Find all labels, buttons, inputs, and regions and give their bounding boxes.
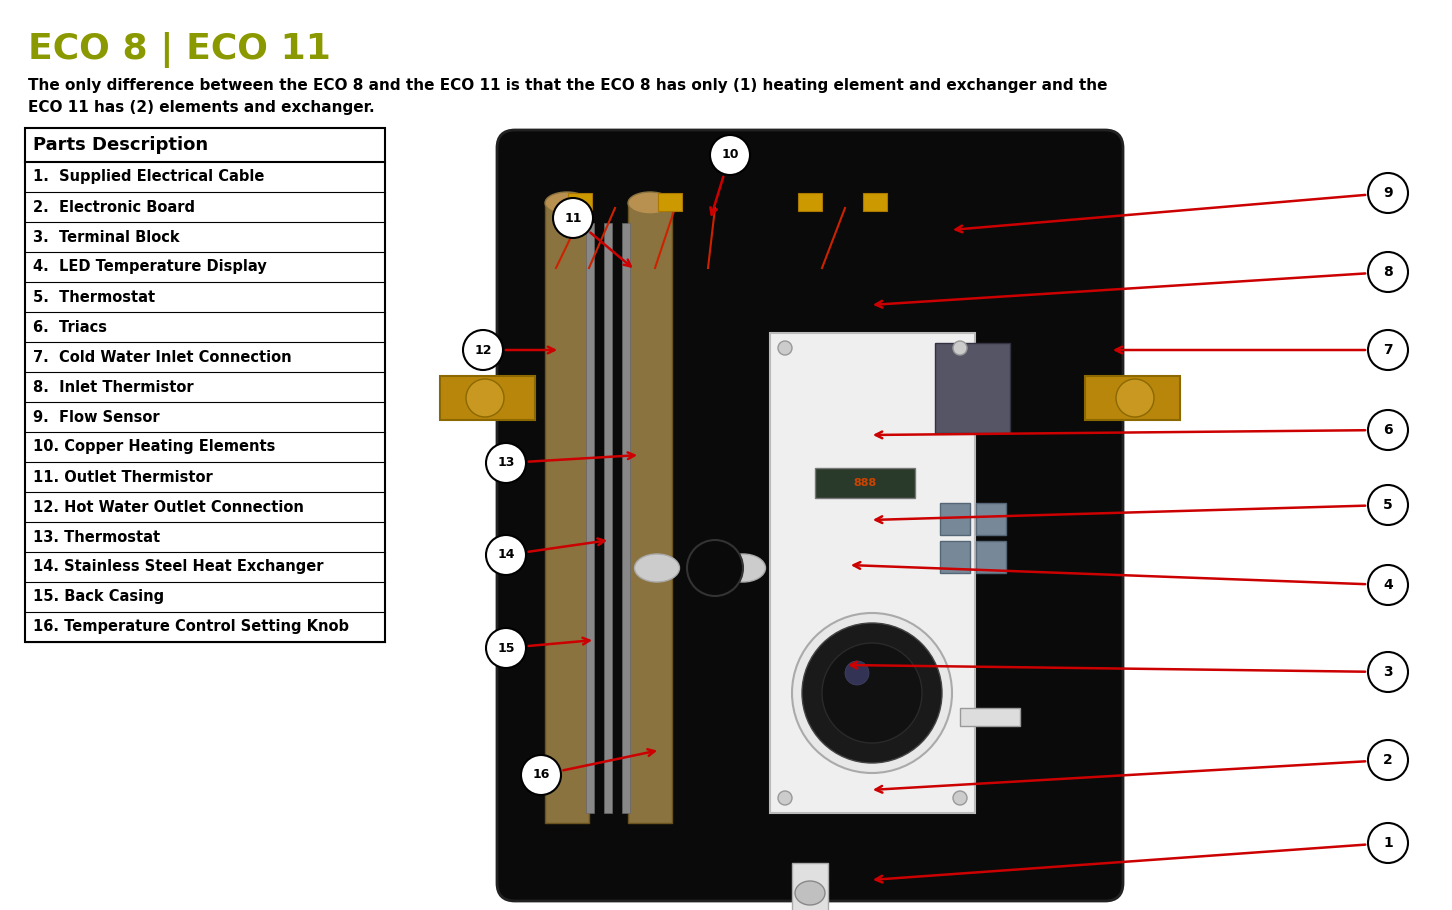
Circle shape — [1368, 565, 1408, 605]
Bar — [960, 708, 1019, 726]
Circle shape — [521, 755, 560, 795]
Circle shape — [687, 540, 743, 596]
Bar — [976, 503, 1006, 535]
Text: 4: 4 — [1384, 578, 1392, 592]
Text: 5: 5 — [1384, 498, 1392, 512]
Text: 3: 3 — [1384, 665, 1392, 679]
Text: 11. Outlet Thermistor: 11. Outlet Thermistor — [33, 470, 213, 484]
Text: 5.  Thermostat: 5. Thermostat — [33, 289, 155, 305]
Bar — [939, 503, 970, 535]
Text: 14. Stainless Steel Heat Exchanger: 14. Stainless Steel Heat Exchanger — [33, 560, 324, 574]
Text: 16. Temperature Control Setting Knob: 16. Temperature Control Setting Knob — [33, 620, 348, 634]
Text: Parts Description: Parts Description — [33, 136, 208, 154]
Bar — [815, 468, 915, 498]
Bar — [587, 223, 594, 813]
Text: 9: 9 — [1384, 186, 1392, 200]
Text: 13: 13 — [498, 457, 514, 470]
Text: 13. Thermostat: 13. Thermostat — [33, 530, 160, 544]
Text: 6.  Triacs: 6. Triacs — [33, 319, 107, 335]
Ellipse shape — [1117, 379, 1154, 417]
Circle shape — [553, 198, 592, 238]
Ellipse shape — [796, 881, 825, 905]
Text: 9.  Flow Sensor: 9. Flow Sensor — [33, 410, 160, 424]
Circle shape — [486, 535, 526, 575]
Circle shape — [1368, 252, 1408, 292]
Text: 8.  Inlet Thermistor: 8. Inlet Thermistor — [33, 379, 193, 395]
Text: 10: 10 — [722, 148, 739, 161]
Bar — [770, 333, 974, 813]
Bar — [976, 541, 1006, 573]
Text: 8: 8 — [1384, 265, 1392, 279]
Circle shape — [1368, 410, 1408, 450]
Circle shape — [463, 330, 502, 370]
Bar — [604, 223, 611, 813]
Bar — [1085, 376, 1180, 420]
Circle shape — [1368, 652, 1408, 692]
Circle shape — [486, 628, 526, 668]
Circle shape — [953, 341, 967, 355]
Circle shape — [1368, 823, 1408, 863]
Text: 7: 7 — [1384, 343, 1392, 357]
Bar — [939, 541, 970, 573]
Text: 10. Copper Heating Elements: 10. Copper Heating Elements — [33, 440, 276, 454]
Text: 7.  Cold Water Inlet Connection: 7. Cold Water Inlet Connection — [33, 349, 292, 365]
Circle shape — [778, 791, 791, 805]
Bar — [629, 203, 672, 823]
Bar — [544, 203, 590, 823]
Ellipse shape — [544, 192, 590, 214]
Bar — [25, 128, 385, 642]
Circle shape — [1368, 485, 1408, 525]
Text: ECO 11 has (2) elements and exchanger.: ECO 11 has (2) elements and exchanger. — [28, 100, 375, 115]
Circle shape — [822, 643, 922, 743]
Text: 1.  Supplied Electrical Cable: 1. Supplied Electrical Cable — [33, 169, 264, 185]
Circle shape — [845, 661, 868, 685]
Text: 1: 1 — [1384, 836, 1392, 850]
Circle shape — [778, 341, 791, 355]
Circle shape — [710, 135, 751, 175]
Bar — [799, 193, 822, 211]
Circle shape — [791, 613, 953, 773]
Text: 11: 11 — [565, 211, 582, 225]
Bar — [791, 863, 828, 910]
Bar — [568, 193, 592, 211]
Text: 16: 16 — [533, 769, 550, 782]
Bar — [862, 193, 887, 211]
Text: 6: 6 — [1384, 423, 1392, 437]
Circle shape — [486, 443, 526, 483]
Ellipse shape — [466, 379, 504, 417]
Text: 3.  Terminal Block: 3. Terminal Block — [33, 229, 180, 245]
Text: 2: 2 — [1384, 753, 1392, 767]
Ellipse shape — [720, 554, 765, 582]
Bar — [935, 343, 1011, 433]
Text: 888: 888 — [854, 478, 877, 488]
Circle shape — [802, 623, 942, 763]
Circle shape — [953, 791, 967, 805]
Text: The only difference between the ECO 8 and the ECO 11 is that the ECO 8 has only : The only difference between the ECO 8 an… — [28, 78, 1108, 93]
Bar — [658, 193, 682, 211]
Bar — [621, 223, 630, 813]
Circle shape — [1368, 330, 1408, 370]
Circle shape — [1368, 740, 1408, 780]
Text: 4.  LED Temperature Display: 4. LED Temperature Display — [33, 259, 267, 275]
Text: 12. Hot Water Outlet Connection: 12. Hot Water Outlet Connection — [33, 500, 303, 514]
Bar — [440, 376, 534, 420]
Text: 12: 12 — [475, 343, 492, 357]
Text: ECO 8 | ECO 11: ECO 8 | ECO 11 — [28, 32, 331, 68]
Circle shape — [1368, 173, 1408, 213]
Text: 15: 15 — [497, 642, 515, 654]
Text: 14: 14 — [497, 549, 515, 561]
Text: 2.  Electronic Board: 2. Electronic Board — [33, 199, 195, 215]
Ellipse shape — [629, 192, 672, 214]
FancyBboxPatch shape — [497, 130, 1122, 901]
Ellipse shape — [635, 554, 680, 582]
Text: 15. Back Casing: 15. Back Casing — [33, 590, 164, 604]
